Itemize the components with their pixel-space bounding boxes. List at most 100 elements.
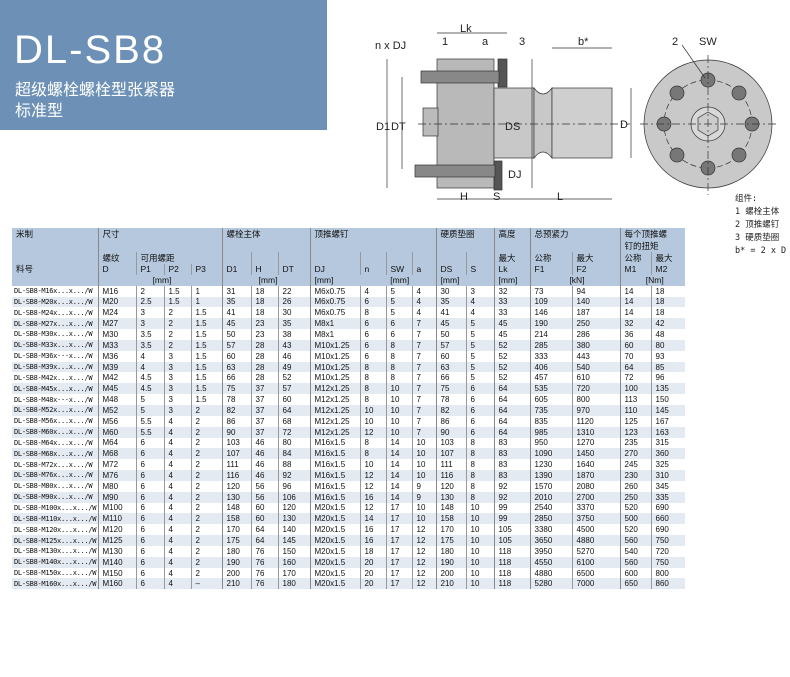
label-1: 1 [442, 36, 448, 48]
cell-p3: 1.5 [190, 307, 222, 319]
legend-item: 2 顶推螺钉 [735, 220, 780, 230]
cell-d1: 82 [221, 404, 251, 416]
cell-m1: 36 [619, 329, 651, 340]
column-header-dj: DJ [309, 264, 360, 275]
cell-sw: 17 [385, 578, 412, 590]
table-row: DL-SB8-M27x...x.../W M27 3 2 1.5 45 23 35 M8x1 6 6… [12, 318, 685, 330]
cell-d: M42 [97, 372, 136, 384]
part-number: DL-SB8-M90x...x.../W [12, 491, 98, 503]
cell-dt: 26 [277, 296, 310, 308]
cell-f2: 970 [571, 404, 620, 416]
cell-s: 5 [465, 318, 494, 330]
part-number: DL-SB8-M48x···x.../W [14, 395, 93, 404]
cell-p3: 1 [190, 285, 222, 297]
cell-s: 4 [465, 307, 494, 319]
cell-m1: 125 [619, 415, 651, 427]
cell-dj: M20x1.5 [309, 556, 360, 568]
cell-dj: M20x1.5 [309, 513, 360, 525]
table-row: DL-SB8-M36x···x.../W M36 4 3 1.5 60 28 46 M10x1.… [12, 350, 685, 362]
cell-d: M125 [97, 535, 136, 546]
column-header-d1: D1 [221, 264, 251, 275]
cell-m2: 800 [650, 567, 685, 579]
cell-p2: 4 [163, 502, 191, 514]
cell-f1: 214 [529, 329, 572, 340]
cell-lk: 118 [493, 545, 530, 557]
cell-d1: 107 [221, 448, 251, 460]
cell-m1: 600 [619, 567, 651, 579]
group-body: 螺栓主体 [221, 228, 310, 252]
torque-line1: 每个顶推螺 [624, 229, 668, 239]
cell-n: 8 [359, 361, 386, 373]
cell-m2: 18 [650, 296, 685, 308]
cell-f1: 1230 [529, 459, 572, 471]
cell-p2: 4 [163, 556, 191, 568]
cell-p3: 2 [190, 459, 222, 471]
cell-ds: 78 [435, 394, 466, 405]
column-header-h: H [250, 264, 278, 275]
cell-dt: 96 [277, 480, 310, 492]
cell-lk: 45 [493, 318, 530, 330]
cell-dt: 120 [277, 502, 310, 514]
cell-m1: 123 [619, 426, 651, 438]
cell-p3: 1.5 [190, 339, 222, 351]
cell-d: M16 [97, 285, 136, 297]
cell-s: 10 [465, 567, 494, 579]
table-row: DL-SB8-M24x...x.../W M24 3 2 1.5 41 18 30 M6x0.7… [12, 307, 685, 319]
cell-lk: 92 [493, 480, 530, 492]
cell-d: M110 [97, 513, 136, 525]
cell-h: 60 [250, 502, 278, 514]
part-number: DL-SB8-M100x...x.../W [14, 503, 97, 512]
table-body: DL-SB8-M16x...x.../W M16 2 1.5 1 31 18 22 M6x0.7… [12, 285, 685, 590]
cell-sw: 17 [385, 524, 412, 536]
cell-p1: 5 [135, 404, 164, 416]
cell-lk: 105 [493, 524, 530, 536]
cell-f2: 1270 [571, 437, 620, 449]
cell-d1: 130 [221, 491, 251, 503]
cell-p1: 3 [135, 307, 164, 319]
cell-f2: 7000 [571, 578, 620, 590]
cell-dt: 150 [277, 545, 310, 557]
cell-n: 6 [359, 318, 386, 330]
part-number: DL-SB8-M20x...x.../W [12, 296, 98, 308]
cell-p2: 1.5 [163, 296, 191, 308]
cell-f2: 1870 [571, 470, 620, 481]
cell-n: 20 [359, 567, 386, 579]
cell-a: 7 [411, 339, 436, 351]
column-header-s: S [465, 264, 494, 275]
components-legend: 组件: 1 螺栓主体 2 顶推螺钉 3 硬质垫圈 b* = 2 x D [735, 193, 786, 258]
cell-m2: 96 [650, 372, 685, 384]
label-n-dj: n x DJ [375, 40, 406, 52]
cell-m2: 135 [650, 383, 685, 395]
column-header-p3: P3 [190, 264, 222, 275]
cell-f1: 5280 [529, 578, 572, 590]
cell-lk: 118 [493, 556, 530, 568]
group-torque: 每个顶推螺 钉的扭矩 [619, 228, 685, 252]
cell-m2: 167 [650, 415, 685, 427]
cell-n: 8 [359, 394, 386, 405]
cell-p1: 5.5 [135, 415, 164, 427]
cell-h: 37 [250, 415, 278, 427]
cell-m1: 235 [619, 437, 651, 449]
cell-a: 12 [411, 567, 436, 579]
cell-lk: 52 [493, 350, 530, 362]
part-number: DL-SB8-M150x...x.../W [14, 569, 97, 578]
part-number: DL-SB8-M45x...x.../W [12, 383, 98, 395]
title-banner: DL-SB8 超级螺栓螺栓型张紧器 标准型 [0, 0, 327, 130]
cell-d1: 90 [221, 426, 251, 438]
cell-m1: 32 [619, 318, 651, 330]
cell-n: 8 [359, 372, 386, 384]
cell-lk: 52 [493, 372, 530, 384]
cell-d1: 63 [221, 361, 251, 373]
cell-d: M68 [97, 448, 136, 460]
cell-d: M36 [97, 350, 136, 362]
cell-f1: 146 [529, 307, 572, 319]
group-washer: 硬质垫圈 [435, 228, 494, 252]
table-row: DL-SB8-M42x...x.../W M42 4.5 3 1.5 66 28 52 M10x… [12, 372, 685, 384]
cell-f1: 3380 [529, 524, 572, 536]
label-dj: DJ [508, 169, 521, 181]
cell-n: 6 [359, 329, 386, 340]
cell-d1: 158 [221, 513, 251, 525]
cell-d1: 111 [221, 459, 251, 471]
torque-line2: 钉的扭矩 [624, 241, 659, 251]
cell-ds: 170 [435, 524, 466, 536]
